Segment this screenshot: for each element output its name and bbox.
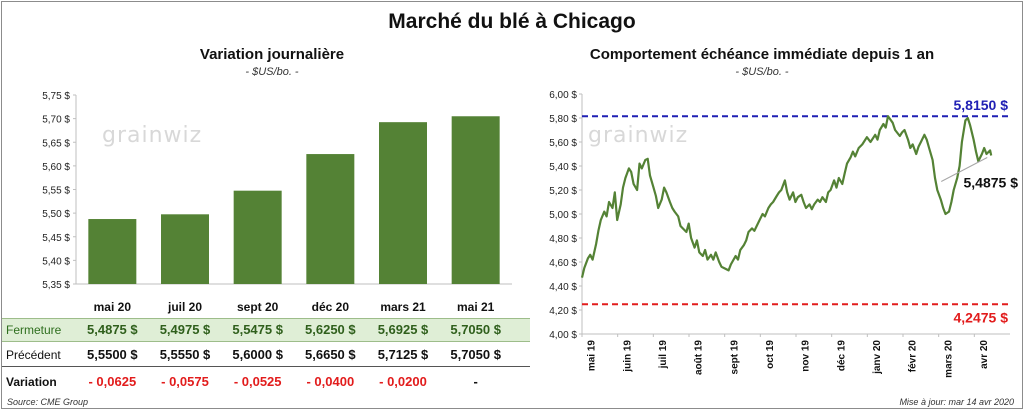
x-tick-label: sept 19 xyxy=(729,340,740,375)
y-tick-label: 5,65 $ xyxy=(42,138,70,149)
table-cell: 5,5475 $ xyxy=(232,322,283,337)
table-cell: - 0,0200 xyxy=(379,374,427,389)
y-tick-label: 4,80 $ xyxy=(549,234,577,245)
table-cell: 5,6250 $ xyxy=(305,322,356,337)
y-tick-label: 5,75 $ xyxy=(42,91,70,102)
table-cell: - 0,0625 xyxy=(88,374,137,389)
y-tick-label: 5,60 $ xyxy=(549,138,577,149)
bar xyxy=(451,116,500,284)
table-cell: - xyxy=(473,374,478,389)
x-tick-label: janv 20 xyxy=(872,340,883,375)
line-chart-title: Comportement échéance immédiate depuis 1… xyxy=(589,46,935,63)
table-cell: 5,6925 $ xyxy=(377,322,429,337)
last-value-label: 5,4875 $ xyxy=(964,175,1019,191)
row-label-variation: Variation xyxy=(6,375,57,389)
x-tick-label: mars 20 xyxy=(943,340,954,378)
bar xyxy=(306,154,355,284)
y-tick-label: 5,60 $ xyxy=(42,162,70,173)
table-cell: 5,4875 $ xyxy=(87,322,138,337)
x-tick-label: sept 20 xyxy=(237,300,279,314)
bar-chart: grainwiz 5,35 $ 5,40 $ 5,45 $ 5,50 $ 5,55 $ 5,… xyxy=(42,91,512,314)
x-tick-label: déc 20 xyxy=(312,300,350,314)
y-tick-label: 5,40 $ xyxy=(549,162,577,173)
y-tick-label: 5,45 $ xyxy=(42,233,70,244)
table-cell: 5,5500 $ xyxy=(87,347,138,362)
y-tick-label: 5,55 $ xyxy=(42,186,70,197)
x-tick-label: mai 19 xyxy=(587,340,598,372)
table-cell: 5,5550 $ xyxy=(159,347,211,362)
table-cell: 5,6000 $ xyxy=(232,347,283,362)
line-chart-unit: - $US/bo. - xyxy=(735,66,789,78)
y-tick-label: 5,20 $ xyxy=(549,186,577,197)
x-tick-label: févr 20 xyxy=(908,340,919,373)
y-tick-label: 5,00 $ xyxy=(549,210,577,221)
x-tick-label: mai 21 xyxy=(457,300,495,314)
y-tick-label: 5,40 $ xyxy=(42,256,70,267)
x-tick-label: oct 19 xyxy=(765,340,776,369)
table-cell: 5,7125 $ xyxy=(377,347,429,362)
main-title: Marché du blé à Chicago xyxy=(388,10,636,33)
table-row-previous: Précédent 5,5500 $ 5,5550 $ 5,6000 $ 5,6650… xyxy=(2,344,530,367)
x-tick-label: août 19 xyxy=(694,340,705,375)
y-tick-label: 4,40 $ xyxy=(549,282,577,293)
table-cell: - 0,0525 xyxy=(233,374,282,389)
bar xyxy=(379,122,427,284)
y-tick-label: 5,50 $ xyxy=(42,209,70,220)
bar-chart-unit: - $US/bo. - xyxy=(245,66,299,78)
x-tick-label: avr 20 xyxy=(979,340,990,369)
x-tick-label: juil 19 xyxy=(658,340,669,370)
y-tick-label: 4,20 $ xyxy=(549,306,577,317)
bar-chart-title: Variation journalière xyxy=(199,46,345,63)
watermark-logo: grainwiz xyxy=(102,123,202,148)
bar xyxy=(88,219,137,284)
y-tick-label: 5,35 $ xyxy=(42,280,70,291)
x-tick-label: mai 20 xyxy=(94,300,132,314)
row-label-close: Fermeture xyxy=(6,323,62,337)
y-tick-label: 4,00 $ xyxy=(549,330,577,341)
annotation-leader xyxy=(941,157,988,182)
x-tick-label: juin 19 xyxy=(622,340,633,373)
x-tick-label: juil 20 xyxy=(167,300,202,314)
bar xyxy=(161,214,209,284)
y-tick-label: 5,70 $ xyxy=(42,115,70,126)
source-note: Source: CME Group xyxy=(7,397,89,407)
table-cell: 5,7050 $ xyxy=(450,347,501,362)
row-label-previous: Précédent xyxy=(6,348,61,362)
price-line xyxy=(580,115,993,278)
table-cell: 5,4975 $ xyxy=(159,322,211,337)
high-value-label: 5,8150 $ xyxy=(954,97,1009,113)
y-tick-label: 6,00 $ xyxy=(549,90,577,101)
x-tick-label: mars 21 xyxy=(380,300,426,314)
table-cell: - 0,0400 xyxy=(306,374,355,389)
update-note: Mise à jour: mar 14 avr 2020 xyxy=(899,397,1014,407)
y-tick-label: 4,60 $ xyxy=(549,258,577,269)
table-row-variation: Variation - 0,0625 - 0,0575 - 0,0525 - 0,04… xyxy=(2,371,530,393)
table-cell: 5,6650 $ xyxy=(305,347,356,362)
y-tick-label: 5,80 $ xyxy=(549,114,577,125)
x-tick-label: nov 19 xyxy=(801,340,812,372)
x-tick-label: déc 19 xyxy=(836,340,847,372)
table-cell: - 0,0575 xyxy=(161,374,209,389)
table-cell: 5,7050 $ xyxy=(450,322,501,337)
watermark-logo: grainwiz xyxy=(588,123,688,148)
low-value-label: 4,2475 $ xyxy=(954,309,1009,325)
table-row-close: Fermeture 5,4875 $ 5,4975 $ 5,5475 $ 5,6250… xyxy=(2,318,530,342)
bar xyxy=(233,190,282,284)
